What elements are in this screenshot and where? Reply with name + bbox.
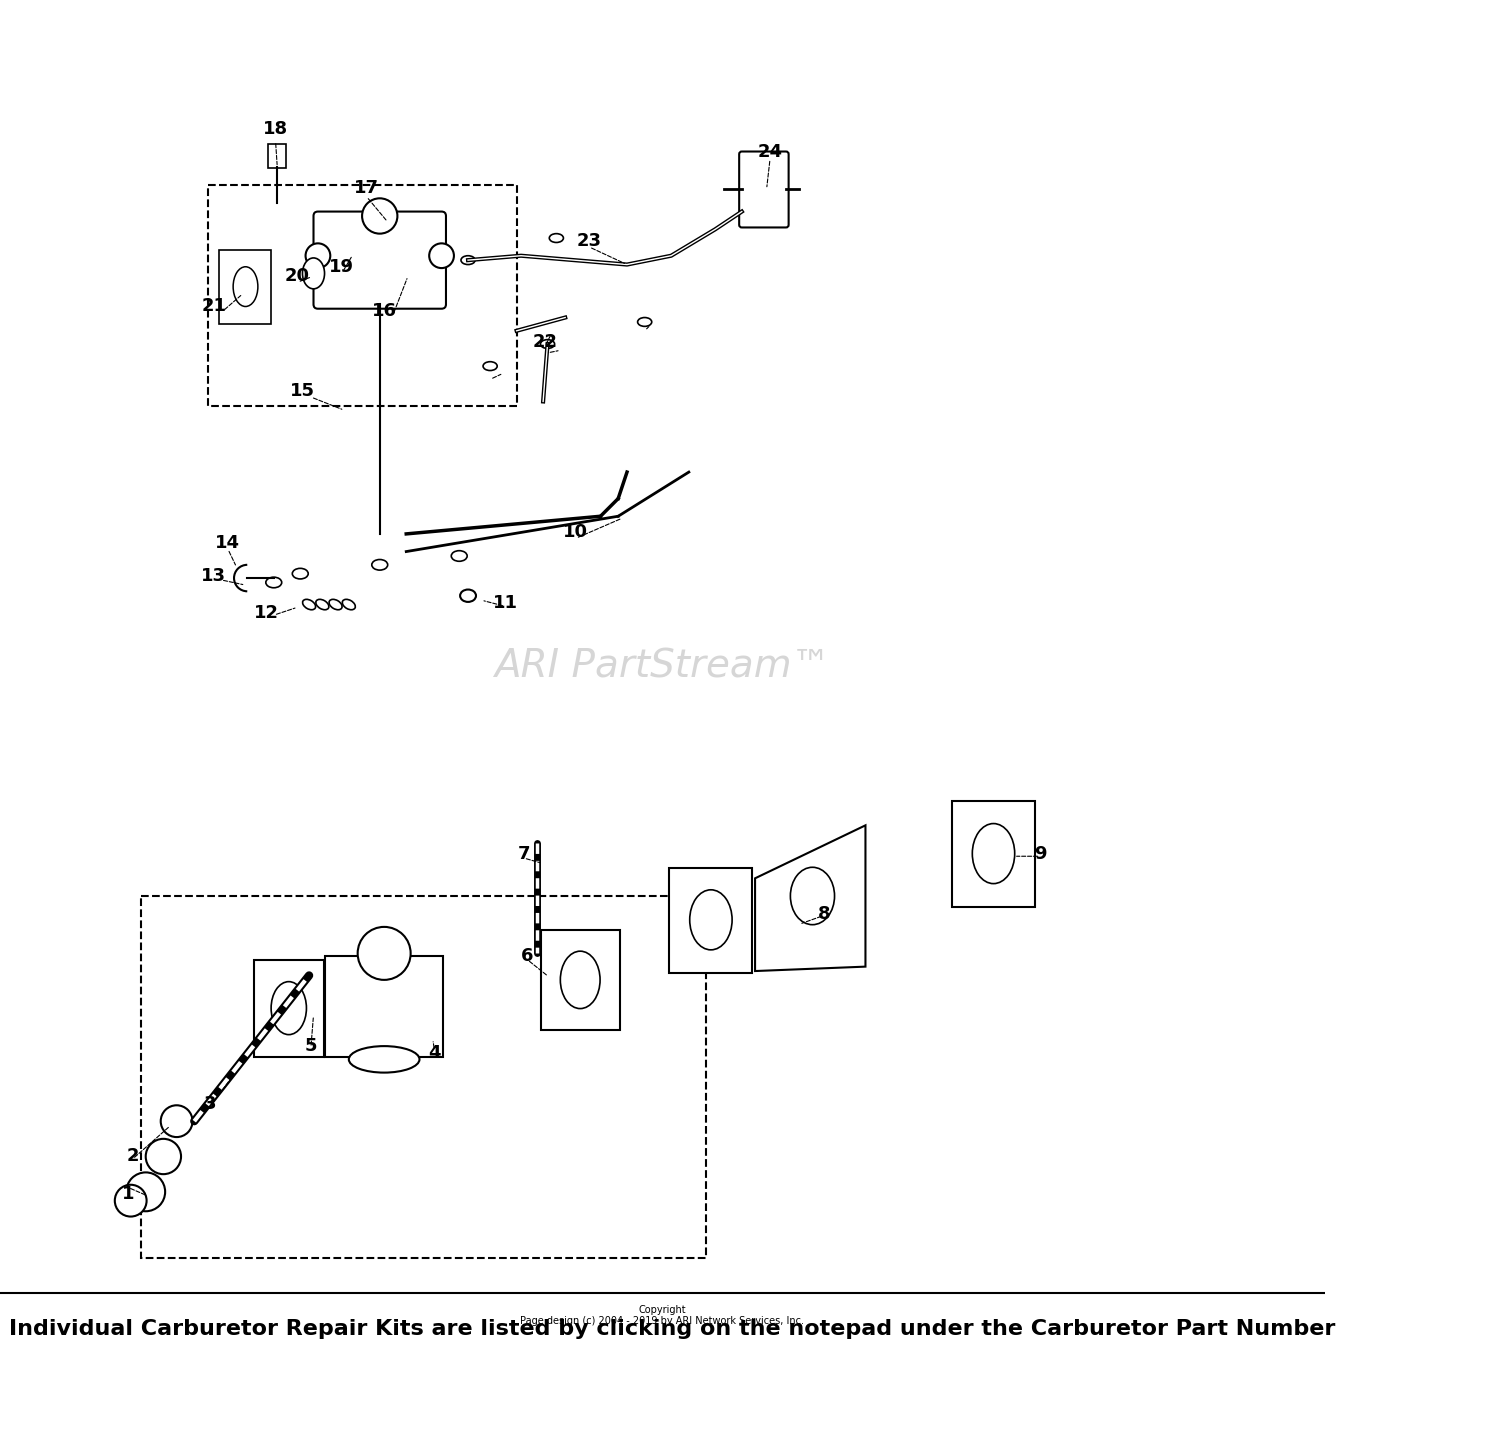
Ellipse shape bbox=[549, 234, 564, 243]
Ellipse shape bbox=[460, 256, 476, 264]
Circle shape bbox=[362, 199, 398, 234]
Circle shape bbox=[146, 1139, 182, 1175]
Text: 1: 1 bbox=[122, 1186, 135, 1203]
FancyBboxPatch shape bbox=[740, 151, 789, 227]
Ellipse shape bbox=[342, 599, 355, 610]
Ellipse shape bbox=[460, 590, 476, 602]
Circle shape bbox=[160, 1105, 192, 1137]
Ellipse shape bbox=[690, 890, 732, 950]
Ellipse shape bbox=[561, 952, 600, 1009]
Circle shape bbox=[306, 243, 330, 269]
Ellipse shape bbox=[350, 1046, 420, 1073]
Ellipse shape bbox=[372, 560, 387, 570]
Text: ARI PartStream™: ARI PartStream™ bbox=[494, 647, 831, 686]
Circle shape bbox=[357, 927, 411, 980]
Ellipse shape bbox=[540, 340, 555, 349]
Text: 6: 6 bbox=[520, 947, 534, 965]
Text: 18: 18 bbox=[262, 120, 288, 139]
Text: Copyright
Page design (c) 2004 - 2019 by ARI Network Services, Inc.: Copyright Page design (c) 2004 - 2019 by… bbox=[520, 1305, 804, 1326]
Text: 13: 13 bbox=[201, 567, 226, 586]
Text: 3: 3 bbox=[204, 1095, 216, 1113]
Ellipse shape bbox=[328, 599, 342, 610]
Text: 8: 8 bbox=[818, 905, 831, 923]
Text: 12: 12 bbox=[254, 604, 279, 623]
FancyBboxPatch shape bbox=[219, 250, 272, 324]
Ellipse shape bbox=[790, 867, 834, 925]
Ellipse shape bbox=[972, 823, 1014, 883]
FancyBboxPatch shape bbox=[542, 929, 620, 1030]
Text: 2: 2 bbox=[126, 1147, 138, 1166]
FancyBboxPatch shape bbox=[326, 956, 444, 1056]
Ellipse shape bbox=[272, 982, 306, 1035]
FancyBboxPatch shape bbox=[669, 867, 753, 973]
FancyBboxPatch shape bbox=[314, 211, 446, 309]
Ellipse shape bbox=[303, 257, 324, 289]
Text: 21: 21 bbox=[201, 297, 226, 314]
Text: 22: 22 bbox=[532, 333, 558, 352]
Circle shape bbox=[116, 1185, 147, 1216]
FancyBboxPatch shape bbox=[255, 960, 324, 1056]
Ellipse shape bbox=[303, 599, 315, 610]
Text: 14: 14 bbox=[216, 534, 240, 552]
Ellipse shape bbox=[452, 550, 466, 562]
Circle shape bbox=[429, 243, 454, 269]
Text: 4: 4 bbox=[427, 1045, 441, 1062]
Text: Individual Carburetor Repair Kits are listed by clicking on the notepad under th: Individual Carburetor Repair Kits are li… bbox=[9, 1319, 1335, 1339]
Text: 10: 10 bbox=[564, 523, 588, 542]
Ellipse shape bbox=[483, 362, 496, 370]
Text: 23: 23 bbox=[576, 231, 602, 250]
Text: 9: 9 bbox=[1034, 846, 1047, 863]
Text: 11: 11 bbox=[492, 594, 517, 612]
Text: 7: 7 bbox=[518, 846, 530, 863]
Text: 19: 19 bbox=[330, 259, 354, 276]
Circle shape bbox=[126, 1172, 165, 1212]
FancyBboxPatch shape bbox=[268, 144, 286, 169]
Text: 20: 20 bbox=[285, 267, 310, 284]
Text: 5: 5 bbox=[304, 1037, 316, 1055]
Text: 16: 16 bbox=[372, 303, 396, 320]
Ellipse shape bbox=[638, 317, 651, 326]
FancyBboxPatch shape bbox=[952, 802, 1035, 906]
Ellipse shape bbox=[292, 569, 308, 579]
Ellipse shape bbox=[266, 577, 282, 587]
Text: 15: 15 bbox=[290, 382, 315, 400]
Polygon shape bbox=[754, 826, 865, 972]
Text: 17: 17 bbox=[354, 179, 380, 197]
Ellipse shape bbox=[232, 267, 258, 306]
Ellipse shape bbox=[316, 599, 328, 610]
Text: 24: 24 bbox=[758, 143, 783, 161]
